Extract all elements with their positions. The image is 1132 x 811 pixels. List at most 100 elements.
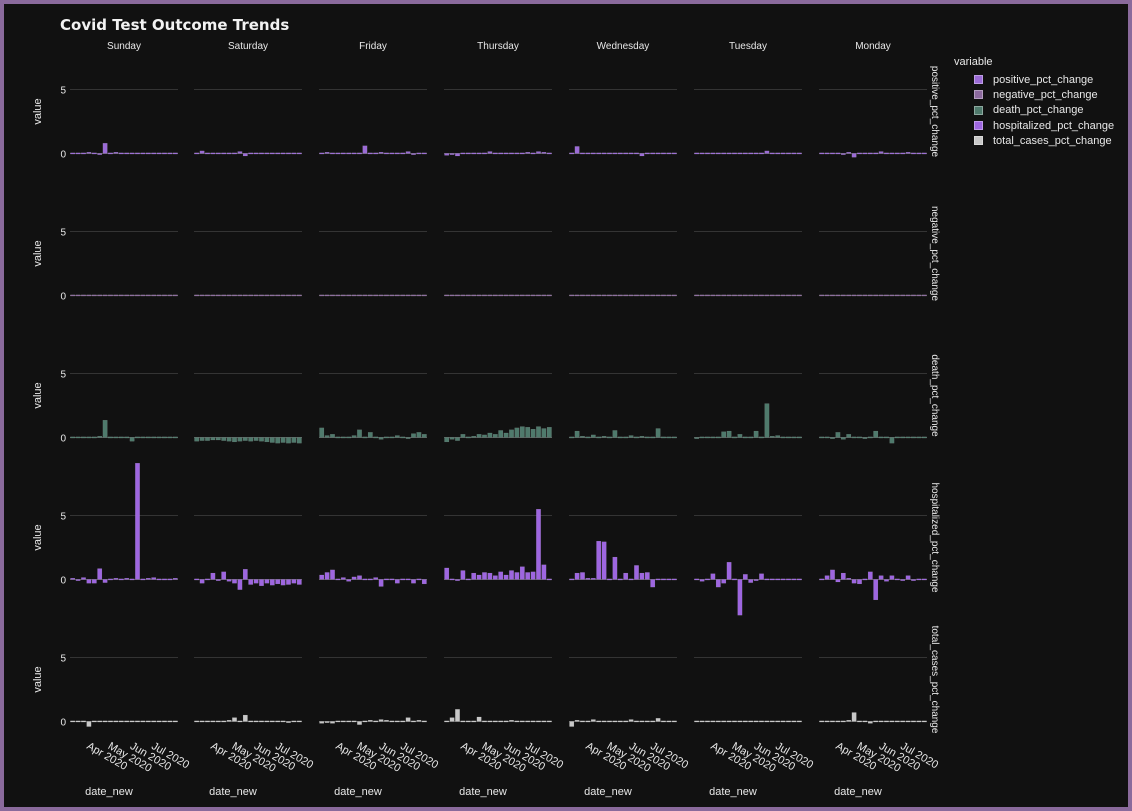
bar <box>835 432 841 438</box>
bar <box>91 579 97 584</box>
bar <box>921 152 927 155</box>
bar <box>129 437 135 442</box>
y-tick-label: 5 <box>60 370 66 381</box>
bar <box>710 720 716 723</box>
legend-item[interactable]: death_pct_change <box>954 103 1114 118</box>
bar <box>710 294 716 297</box>
legend-item[interactable]: negative_pct_change <box>954 87 1114 102</box>
bar <box>840 153 846 155</box>
bar <box>444 437 450 443</box>
bar <box>514 427 520 438</box>
bar <box>710 573 716 580</box>
bar <box>846 434 852 438</box>
bar <box>129 152 135 155</box>
bar <box>167 436 173 439</box>
legend-item[interactable]: total_cases_pct_change <box>954 133 1114 148</box>
bar <box>857 294 862 297</box>
bar <box>612 294 618 297</box>
bar <box>590 719 596 722</box>
bar <box>286 437 291 444</box>
bar <box>156 578 162 581</box>
bar <box>775 578 781 581</box>
bar <box>460 720 466 723</box>
bar <box>503 574 509 580</box>
bar <box>612 152 618 155</box>
bar <box>449 578 455 581</box>
bar <box>357 575 362 580</box>
bar <box>628 719 634 722</box>
bar <box>140 720 146 723</box>
bar <box>346 294 352 297</box>
bar <box>210 294 216 297</box>
bar <box>851 153 857 158</box>
bar <box>873 579 879 601</box>
bar <box>617 152 623 155</box>
bar <box>862 152 868 155</box>
bar <box>400 294 406 297</box>
bar <box>546 294 552 297</box>
bar <box>634 565 639 580</box>
bar <box>905 436 911 439</box>
bar <box>421 579 427 585</box>
bar <box>857 579 862 585</box>
bar <box>574 146 580 154</box>
bar <box>878 720 884 723</box>
bar <box>536 151 541 154</box>
bar <box>465 152 471 155</box>
bar <box>607 720 612 723</box>
y-tick-label: 0 <box>60 291 66 302</box>
bar <box>546 720 552 723</box>
bar <box>796 720 802 723</box>
bar <box>221 152 227 155</box>
bar <box>759 720 764 723</box>
bar <box>113 578 119 580</box>
bar <box>81 720 86 723</box>
bar <box>259 579 264 586</box>
legend-item[interactable]: positive_pct_change <box>954 72 1114 87</box>
bar <box>786 294 791 297</box>
bar <box>715 579 721 588</box>
bar <box>81 152 86 155</box>
bar <box>732 578 737 581</box>
facet-row-label: death_pct_change <box>929 354 940 437</box>
bar <box>118 436 124 439</box>
bar <box>400 578 406 581</box>
bar <box>748 436 754 439</box>
bar <box>162 152 167 155</box>
bar <box>835 579 841 583</box>
legend-item[interactable]: hospitalized_pct_change <box>954 118 1114 133</box>
bar <box>330 152 335 155</box>
bar <box>671 436 677 439</box>
bar <box>780 720 786 723</box>
bar <box>715 294 721 297</box>
bar <box>416 152 422 155</box>
bar <box>705 436 710 439</box>
bar <box>921 720 927 723</box>
bar <box>840 294 846 297</box>
bar <box>253 720 259 723</box>
bar <box>91 152 97 155</box>
bar <box>421 434 427 438</box>
bar <box>162 294 167 297</box>
bar <box>503 152 509 155</box>
bar <box>291 437 297 443</box>
bar <box>351 294 357 297</box>
bar <box>878 436 884 439</box>
bar <box>296 579 302 585</box>
bar <box>830 294 835 297</box>
bar <box>623 572 629 580</box>
bar <box>601 541 607 580</box>
bar <box>405 151 411 154</box>
bar <box>846 578 852 580</box>
bar <box>389 578 395 581</box>
bar <box>732 152 737 155</box>
bar <box>862 437 868 439</box>
bar <box>634 720 639 723</box>
bar <box>242 294 248 297</box>
bar <box>124 294 130 297</box>
bar <box>389 720 395 723</box>
bar <box>291 579 297 584</box>
chart-title: Covid Test Outcome Trends <box>60 16 290 34</box>
bar <box>569 721 575 727</box>
bar <box>786 720 791 723</box>
